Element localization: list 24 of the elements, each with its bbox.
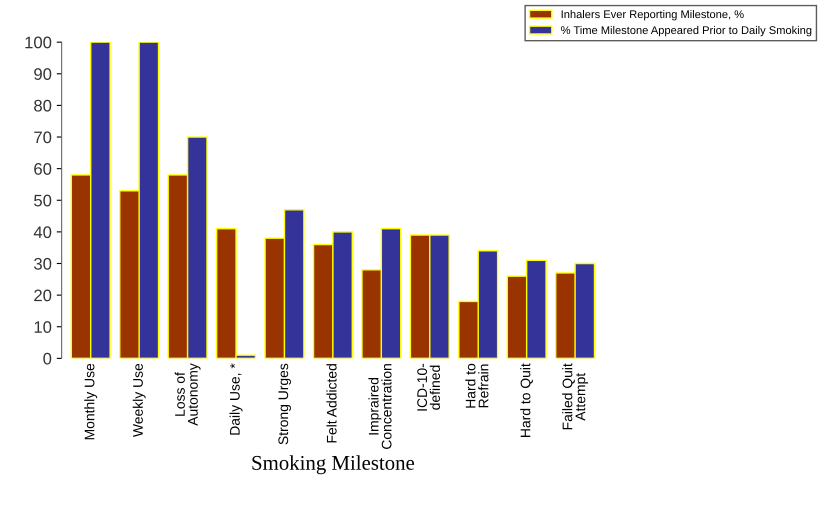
y-tick-label: 90 <box>34 68 52 80</box>
y-tick-label: 30 <box>34 258 52 270</box>
x-tick-label: Impraired Concentration <box>368 364 392 449</box>
x-tick-label: Strong Urges <box>278 364 291 444</box>
y-tick-label: 50 <box>34 194 52 206</box>
legend-label: % Time Milestone Appeared Prior to Daily Smoking <box>561 26 812 36</box>
y-tick-label: 70 <box>34 131 52 144</box>
x-tick-label: Hard to Quit <box>520 363 533 437</box>
y-tick-label: 100 <box>25 36 52 48</box>
x-tick-label: Weekly Use <box>132 364 146 438</box>
y-tick-label: 80 <box>34 100 52 112</box>
x-tick-label: Monthly Use <box>84 364 98 440</box>
y-tick-label: 60 <box>34 163 52 175</box>
x-tick-label: ICD-10- defined <box>417 364 440 411</box>
legend-label: Inhalers Ever Reporting Milestone, % <box>562 10 744 20</box>
y-tick-label: 10 <box>34 321 52 333</box>
x-axis-title: Smoking Milestone <box>252 455 414 474</box>
y-tick-label: 20 <box>34 290 52 302</box>
y-tick-label: 40 <box>34 226 52 238</box>
y-tick-label: 0 <box>43 352 52 365</box>
x-tick-label: Loss of Autonomy <box>174 363 201 426</box>
x-tick-label: Daily Use, * <box>230 363 243 435</box>
x-tick-label: Felt Addicted <box>326 364 337 442</box>
x-tick-label: Failed Quit Attempt <box>562 363 588 430</box>
